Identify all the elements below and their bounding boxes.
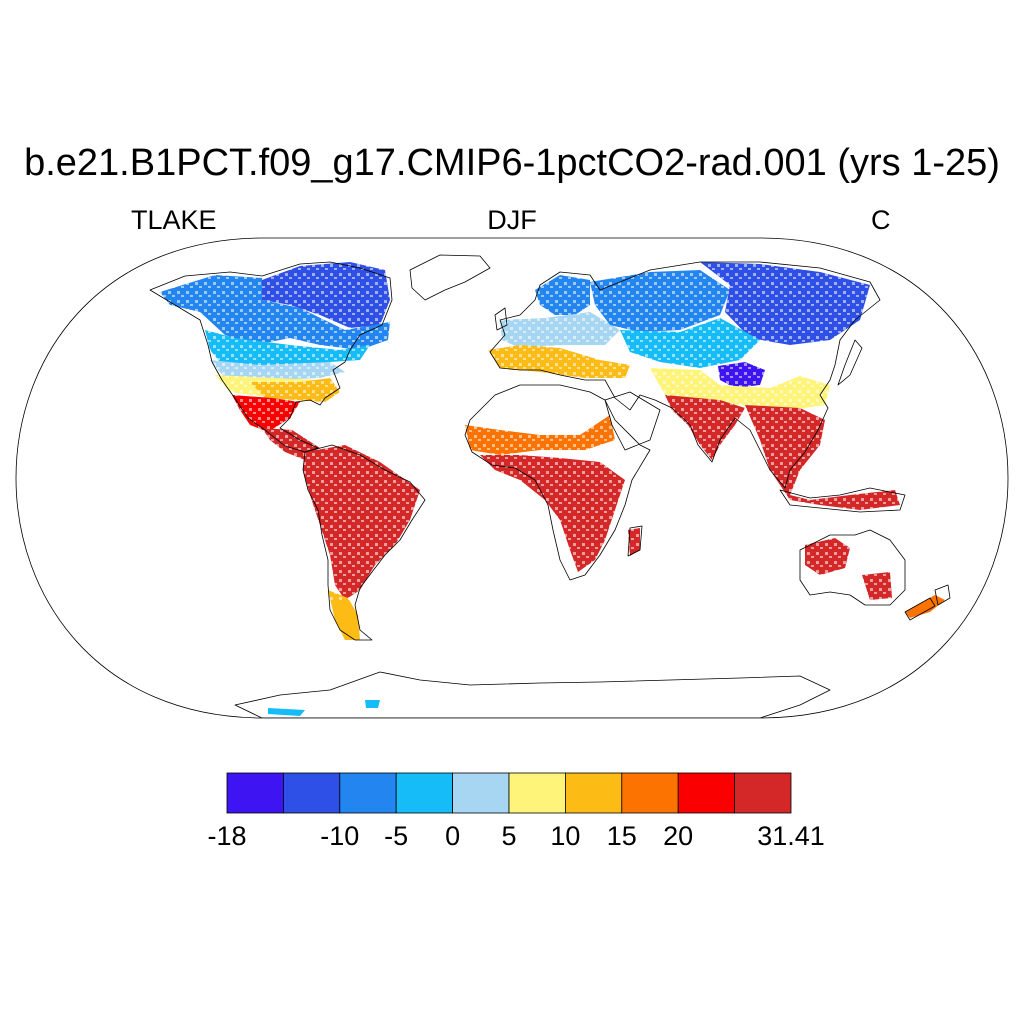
coast-madagascar [627,525,643,557]
coast-eurasia [489,261,881,489]
colorbar-box [565,772,623,814]
colorbar-label: -18 [207,821,247,851]
map-frame [15,237,1009,719]
colorbar-box [226,772,284,814]
colorbar-box [734,772,792,814]
subtitle-variable: TLAKE [131,205,217,235]
subtitle-units: C [871,205,891,235]
region-antarctic-coast [268,700,380,716]
region-new-zealand [905,595,945,618]
coast-new-zealand [904,584,951,621]
colorbar-box [677,772,736,814]
colorbar-box [339,772,397,814]
map-title: b.e21.B1PCT.f09_g17.CMIP6-1pctCO2-rad.00… [24,142,1000,184]
coast-indonesia [779,487,906,513]
coast-south-america [302,444,426,641]
colorbar-box [621,772,679,814]
coast-australia [799,529,906,606]
region-patagonia [328,590,360,640]
colorbar-label: -10 [320,821,360,851]
coast-antarctica [234,671,831,718]
colorbar-label: 31.41 [757,821,825,851]
subtitle-season: DJF [487,205,537,235]
colorbar-label: -5 [384,821,409,851]
colorbar-label: 15 [606,821,637,851]
colorbar-box [508,772,566,814]
colorbar-box [282,772,341,814]
coast-arabia [604,391,661,451]
colorbar-box [395,772,454,814]
colorbar-box [452,772,510,814]
coast-greenland [409,254,491,301]
coast-japan [837,339,863,386]
coast-africa [464,384,651,581]
colorbar-label: 20 [663,821,694,851]
colorbar-label: 10 [550,821,581,851]
coast-north-america [149,261,393,453]
coast-uk [494,307,508,331]
colorbar-label: 5 [501,821,517,851]
colorbar-label: 0 [445,821,461,851]
